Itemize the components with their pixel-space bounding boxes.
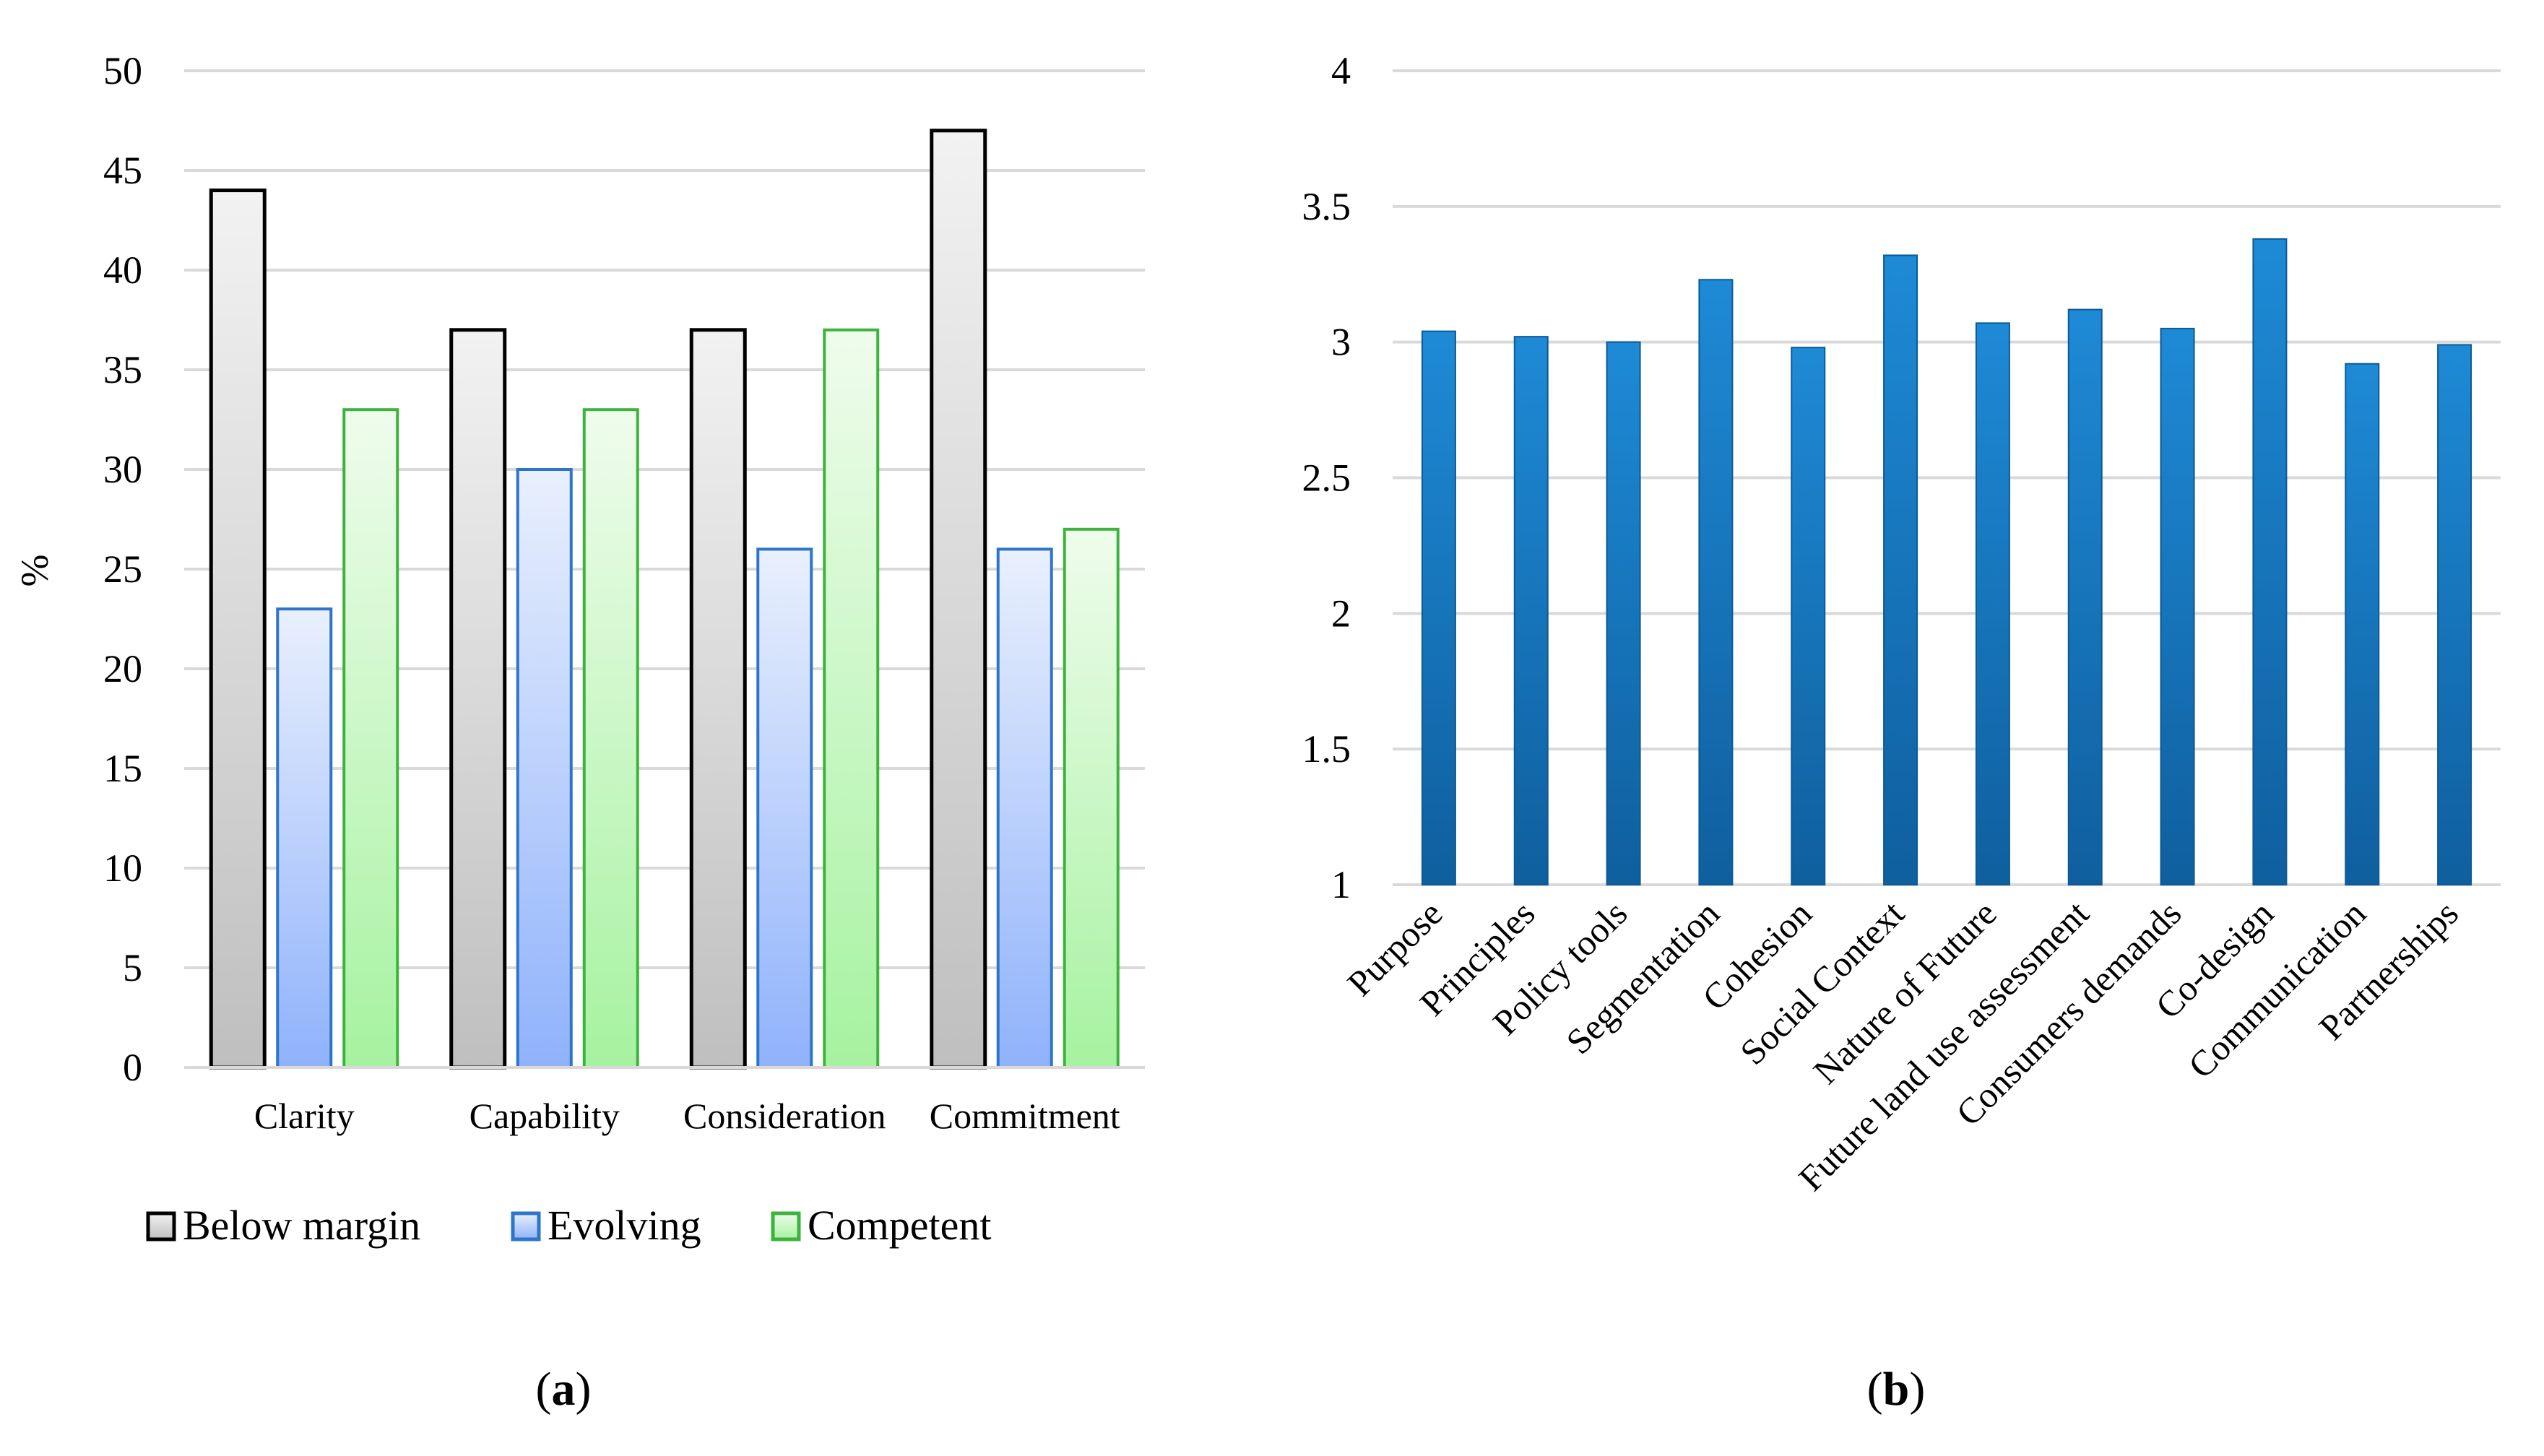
chart-a-x-tick-label: Commitment [930, 1096, 1120, 1136]
chart-a-bar [996, 547, 1053, 1069]
chart-b-bar [1975, 322, 2010, 885]
chart-a-bar [689, 328, 747, 1070]
chart-a-x-tick-label: Capability [470, 1096, 620, 1136]
chart-b-bar [1513, 336, 1549, 885]
chart-a-y-tick-label: 15 [103, 747, 142, 790]
chart-a-y-axis-label: % [13, 555, 56, 587]
chart-a-bar [582, 408, 639, 1069]
chart-a-legend-label: Competent [808, 1202, 992, 1249]
chart-a-y-tick-label: 10 [103, 846, 142, 890]
chart-b-y-axis: 1 1.5 2 2.5 3 3.5 4 [1302, 49, 1351, 906]
chart-a-bar [1063, 527, 1120, 1069]
chart-a-panel-label: (a) [536, 1363, 592, 1416]
chart-b-bar [1791, 347, 1826, 885]
chart-b-bar [1883, 254, 1918, 886]
chart-b-bar [1606, 341, 1641, 885]
chart-b-y-tick-label: 1 [1331, 863, 1351, 906]
chart-a: 0 5 10 15 20 25 30 35 40 45 50 % Clarity Capability… [13, 49, 1145, 1416]
chart-a-y-tick-label: 20 [103, 647, 142, 690]
chart-b-y-tick-label: 3.5 [1302, 185, 1351, 228]
chart-a-x-axis: Clarity Capability Consideration Commitment [254, 1096, 1120, 1136]
chart-b-bars [1421, 238, 2472, 886]
chart-a-y-tick-label: 5 [123, 946, 142, 989]
chart-b-bar [2252, 238, 2288, 885]
chart-a-bar [756, 547, 813, 1069]
chart-a-legend-swatch [146, 1211, 176, 1242]
chart-a-bar [276, 607, 333, 1069]
chart-b-y-tick-label: 2 [1331, 592, 1351, 635]
chart-a-y-tick-label: 50 [103, 49, 142, 92]
chart-b-gridlines [1393, 69, 2501, 886]
chart-a-y-axis: 0 5 10 15 20 25 30 35 40 45 50 [103, 49, 142, 1089]
chart-b-y-tick-label: 4 [1331, 49, 1351, 92]
chart-b-y-tick-label: 3 [1331, 321, 1351, 364]
chart-a-legend-item: Below margin [146, 1202, 420, 1249]
chart-b-bar [1421, 330, 1456, 885]
chart-b-panel-label: (b) [1867, 1363, 1926, 1416]
chart-a-x-tick-label: Consideration [683, 1096, 886, 1136]
chart-a-legend: Below margin Evolving Competent [146, 1202, 992, 1249]
chart-a-bar [209, 188, 267, 1070]
chart-b-bar [2160, 327, 2195, 885]
chart-a-y-tick-label: 35 [103, 348, 142, 391]
chart-b-bar [2345, 363, 2380, 886]
chart-b-bar [2437, 344, 2472, 885]
chart-a-legend-item: Evolving [511, 1202, 701, 1249]
chart-a-bar [516, 468, 573, 1069]
chart-a-legend-item: Competent [771, 1202, 992, 1249]
chart-b-bar [2067, 308, 2103, 885]
chart-a-x-tick-label: Clarity [254, 1096, 355, 1136]
chart-a-bar [823, 328, 880, 1069]
chart-a-bar [930, 129, 987, 1070]
chart-a-y-tick-label: 45 [103, 149, 142, 192]
chart-a-bar [342, 408, 399, 1069]
chart-a-legend-label: Below margin [183, 1202, 420, 1249]
chart-a-legend-label: Evolving [548, 1202, 701, 1249]
chart-a-y-tick-label: 25 [103, 547, 142, 591]
chart-b-bar [1698, 279, 1734, 886]
chart-b-y-tick-label: 2.5 [1302, 456, 1351, 500]
chart-a-bar [449, 328, 507, 1070]
chart-a-y-tick-label: 0 [123, 1046, 142, 1089]
chart-a-legend-swatch [511, 1211, 541, 1242]
chart-b-y-tick-label: 1.5 [1302, 727, 1351, 771]
chart-a-y-tick-label: 40 [103, 248, 142, 292]
chart-a-y-tick-label: 30 [103, 448, 142, 491]
chart-a-legend-swatch [771, 1211, 801, 1242]
